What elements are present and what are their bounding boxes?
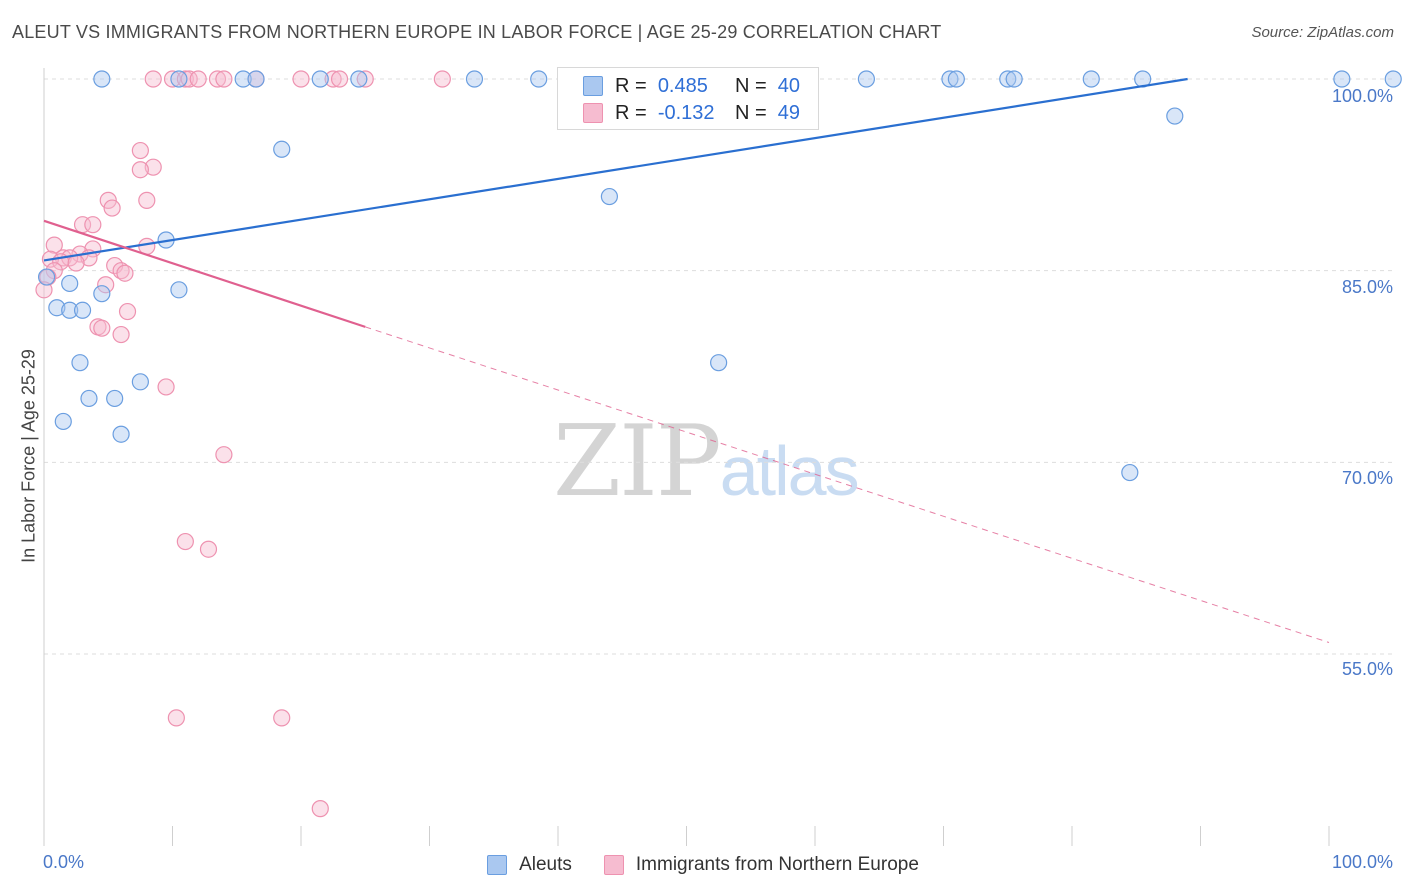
point-immigrants — [215, 446, 233, 464]
y-tick-label-55: 55.0% — [1341, 659, 1393, 679]
point-aleuts — [170, 70, 188, 88]
point-immigrants — [67, 254, 85, 272]
legend-n-value: 49 — [777, 101, 800, 124]
legend-swatch-pink — [583, 103, 603, 123]
point-aleuts — [37, 268, 56, 286]
point-immigrants — [273, 709, 291, 727]
point-immigrants — [208, 70, 227, 88]
point-aleuts — [93, 70, 111, 88]
point-aleuts — [73, 301, 92, 319]
x-tick-label-max: 100.0% — [1331, 852, 1393, 872]
point-immigrants — [311, 800, 329, 818]
point-immigrants — [433, 70, 451, 88]
legend-n-label: N = — [734, 101, 767, 124]
point-immigrants — [356, 70, 374, 88]
legend-swatch-blue — [583, 76, 603, 96]
point-immigrants — [324, 70, 342, 88]
point-immigrants — [167, 709, 185, 727]
trendline-aleuts — [43, 77, 1188, 262]
point-immigrants — [215, 70, 233, 88]
point-immigrants — [131, 161, 149, 179]
point-immigrants — [131, 141, 149, 160]
point-immigrants — [163, 70, 182, 88]
point-aleuts — [1005, 70, 1023, 88]
point-immigrants — [144, 70, 162, 88]
point-immigrants — [292, 70, 310, 88]
point-aleuts — [857, 70, 876, 88]
point-aleuts — [170, 281, 188, 299]
legend-row-immigrants: R = -0.132 N = 49 — [583, 100, 800, 126]
point-immigrants — [45, 236, 63, 254]
series-label-aleuts: Aleuts — [519, 854, 572, 875]
legend-r-label: R = — [615, 74, 647, 97]
point-aleuts — [1082, 70, 1100, 88]
point-aleuts — [941, 70, 959, 88]
point-immigrants — [103, 199, 121, 217]
point-immigrants — [138, 191, 156, 209]
point-aleuts — [1384, 70, 1402, 88]
series-legend-aleuts[interactable]: Aleuts — [487, 854, 572, 876]
point-immigrants — [93, 319, 111, 337]
point-immigrants — [176, 532, 194, 551]
point-immigrants — [116, 264, 134, 282]
point-immigrants — [35, 281, 53, 299]
trendline-immigrants-extrapolated — [365, 326, 1330, 643]
point-aleuts — [465, 70, 484, 88]
point-aleuts — [710, 354, 728, 372]
correlation-legend: R = 0.485 N = 40 R = -0.132 N = 49 — [557, 67, 819, 130]
y-axis-label: In Labor Force | Age 25-29 — [18, 349, 39, 563]
point-immigrants — [118, 302, 137, 321]
point-aleuts — [106, 389, 124, 408]
point-immigrants — [176, 70, 194, 88]
point-aleuts — [530, 70, 548, 88]
point-immigrants — [330, 70, 349, 88]
point-aleuts — [48, 299, 66, 317]
point-aleuts — [273, 140, 291, 158]
point-aleuts — [311, 70, 329, 88]
legend-row-aleuts: R = 0.485 N = 40 — [583, 73, 800, 99]
point-aleuts — [93, 285, 111, 303]
point-immigrants — [157, 378, 175, 396]
trendline-immigrants — [43, 219, 366, 328]
point-aleuts — [600, 187, 619, 206]
legend-r-value: -0.132 — [657, 101, 715, 124]
point-immigrants — [112, 325, 130, 344]
point-aleuts — [234, 70, 252, 88]
series-swatch-blue — [487, 855, 508, 875]
legend-n-label: N = — [734, 74, 767, 97]
series-label-immigrants: Immigrants from Northern Europe — [635, 854, 919, 875]
series-swatch-pink — [603, 855, 624, 875]
y-tick-label-70: 70.0% — [1341, 468, 1393, 488]
x-tick-label-min: 0.0% — [43, 852, 85, 872]
point-immigrants — [97, 276, 115, 294]
y-tick-label-100: 100.0% — [1331, 86, 1393, 106]
point-immigrants — [84, 216, 102, 234]
point-aleuts — [54, 412, 72, 431]
point-immigrants — [144, 158, 162, 176]
point-aleuts — [80, 389, 98, 408]
point-aleuts — [71, 354, 89, 372]
y-tick-label-85: 85.0% — [1341, 277, 1393, 297]
point-aleuts — [61, 301, 79, 319]
point-aleuts — [947, 70, 965, 88]
source-credit: Source: ZipAtlas.com — [1251, 24, 1394, 41]
point-aleuts — [999, 70, 1017, 88]
legend-n-value: 40 — [777, 74, 800, 97]
point-aleuts — [1166, 107, 1184, 125]
point-aleuts — [131, 373, 149, 391]
point-aleuts — [61, 274, 79, 293]
series-legend: Aleuts Immigrants from Northern Europe — [0, 852, 1406, 878]
chart-title: ALEUT VS IMMIGRANTS FROM NORTHERN EUROPE… — [12, 22, 942, 42]
point-aleuts — [112, 425, 130, 443]
point-immigrants — [199, 540, 218, 558]
point-aleuts — [350, 70, 368, 88]
point-immigrants — [189, 70, 207, 88]
point-aleuts — [1121, 463, 1139, 482]
legend-r-value: 0.485 — [657, 74, 708, 97]
point-aleuts — [247, 70, 265, 88]
series-legend-immigrants[interactable]: Immigrants from Northern Europe — [603, 854, 919, 876]
point-aleuts — [1333, 70, 1351, 88]
legend-r-label: R = — [615, 101, 647, 124]
